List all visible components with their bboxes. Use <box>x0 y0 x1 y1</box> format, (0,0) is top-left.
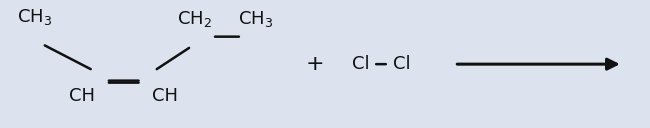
Text: CH: CH <box>152 87 178 105</box>
Text: CH$_2$: CH$_2$ <box>177 9 212 29</box>
Text: Cl: Cl <box>352 55 369 73</box>
Text: CH$_3$: CH$_3$ <box>17 7 52 27</box>
Text: +: + <box>306 54 324 74</box>
Text: Cl: Cl <box>393 55 410 73</box>
Text: CH: CH <box>70 87 96 105</box>
Text: CH$_3$: CH$_3$ <box>238 9 274 29</box>
